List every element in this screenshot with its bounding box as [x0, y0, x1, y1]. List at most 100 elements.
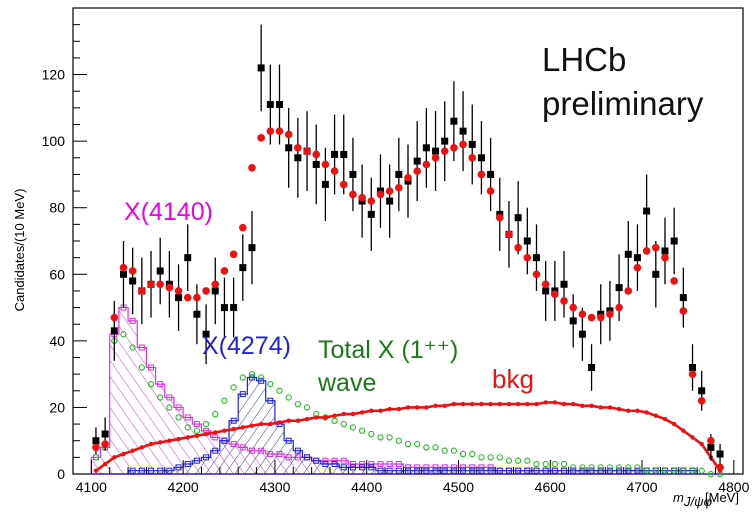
x-tick-label: 4600 — [535, 479, 566, 495]
fit-point — [679, 307, 688, 315]
bkg-marker — [515, 401, 521, 407]
label-total-wave: Total X (1⁺⁺) wave — [318, 334, 458, 400]
data-point — [643, 207, 651, 215]
bkg-marker — [506, 401, 512, 407]
x4140-marker — [469, 464, 476, 471]
data-point — [386, 197, 394, 205]
fit-point — [138, 287, 146, 295]
total-wave-marker — [193, 427, 201, 434]
total-wave-marker — [404, 440, 412, 448]
data-point — [175, 294, 183, 302]
data-point — [257, 64, 265, 72]
x-tick-label: 4500 — [443, 479, 474, 495]
x4274-marker — [221, 437, 228, 444]
fit-point — [413, 167, 421, 175]
x4274-marker — [193, 457, 200, 464]
total-wave-marker — [588, 464, 595, 471]
bkg-marker — [102, 461, 108, 467]
bkg-marker — [268, 421, 273, 427]
bkg-marker — [387, 406, 392, 412]
fit-point — [459, 140, 467, 149]
bkg-marker — [167, 438, 172, 443]
x4274-marker — [533, 467, 540, 474]
label-x4140: X(4140) — [124, 198, 213, 226]
x4274-marker — [166, 467, 173, 474]
total-wave-marker — [533, 460, 540, 468]
total-wave-marker — [496, 454, 503, 461]
x4140-marker — [138, 344, 145, 351]
total-wave-marker — [267, 380, 274, 388]
fit-point — [440, 147, 449, 155]
x4274-marker — [524, 467, 531, 474]
bkg-marker — [332, 413, 337, 418]
fit-point — [477, 170, 486, 179]
total-wave-marker — [157, 394, 164, 401]
bkg-marker — [470, 401, 475, 407]
data-point — [450, 117, 458, 125]
total-wave-marker — [248, 370, 256, 378]
total-wave-marker — [386, 434, 393, 441]
total-wave-marker — [441, 447, 448, 454]
total-wave-marker — [349, 424, 357, 431]
data-point — [578, 330, 586, 338]
fit-point — [312, 150, 321, 159]
data-point — [101, 430, 109, 438]
fit-point — [339, 180, 348, 189]
x4140-marker — [148, 364, 155, 371]
x4274-marker — [432, 467, 439, 474]
data-point — [514, 214, 522, 222]
total-wave-marker — [358, 427, 366, 434]
total-wave-marker — [524, 457, 531, 464]
x4140-marker — [460, 464, 467, 471]
bkg-marker — [93, 468, 99, 473]
x4274-marker — [230, 417, 237, 424]
x4274-marker — [148, 467, 155, 474]
data-point — [532, 254, 540, 262]
total-wave-marker — [570, 464, 577, 471]
bkg-marker — [194, 433, 200, 438]
total-wave-marker — [423, 444, 430, 451]
fit-point — [633, 263, 642, 272]
bkg-marker — [203, 431, 209, 437]
data-point — [698, 387, 706, 395]
fit-point — [505, 230, 513, 239]
x4140-marker — [166, 394, 173, 401]
fit-point — [596, 313, 605, 322]
label-total-line-1: Total X (1⁺⁺) — [318, 336, 459, 364]
total-wave-marker — [202, 420, 210, 428]
bkg-marker — [653, 413, 659, 418]
fit-point — [606, 310, 614, 319]
bkg-marker — [121, 451, 126, 457]
data-point — [468, 140, 476, 148]
fit-point — [495, 213, 504, 222]
fit-point — [532, 270, 541, 279]
fit-point — [661, 253, 669, 262]
data-point — [230, 304, 238, 312]
bkg-marker — [671, 421, 677, 427]
fit-point — [193, 293, 201, 302]
data-point — [202, 330, 210, 338]
fit-point — [220, 267, 229, 275]
x4274-marker — [551, 467, 558, 474]
x4274-marker — [157, 467, 164, 474]
total-wave-marker — [680, 467, 687, 474]
bkg-marker — [231, 426, 236, 432]
bkg-marker — [479, 401, 484, 407]
fit-point — [211, 280, 220, 289]
fit-point — [514, 243, 522, 252]
data-point — [220, 304, 228, 312]
total-wave-marker — [184, 424, 191, 431]
total-wave-marker — [469, 450, 476, 458]
total-wave-marker — [579, 464, 586, 471]
x-tick-label: 4800 — [718, 479, 749, 495]
total-wave-marker — [459, 450, 467, 458]
x4274-marker — [313, 457, 320, 464]
x4274-marker — [405, 467, 411, 474]
total-wave-marker — [285, 394, 292, 401]
x4274-marker — [469, 467, 476, 474]
y-tick-label: 80 — [49, 200, 65, 216]
bkg-marker — [561, 401, 567, 407]
x4274-marker — [304, 454, 311, 461]
x4274-marker — [331, 461, 338, 468]
x4274-marker — [515, 467, 522, 474]
